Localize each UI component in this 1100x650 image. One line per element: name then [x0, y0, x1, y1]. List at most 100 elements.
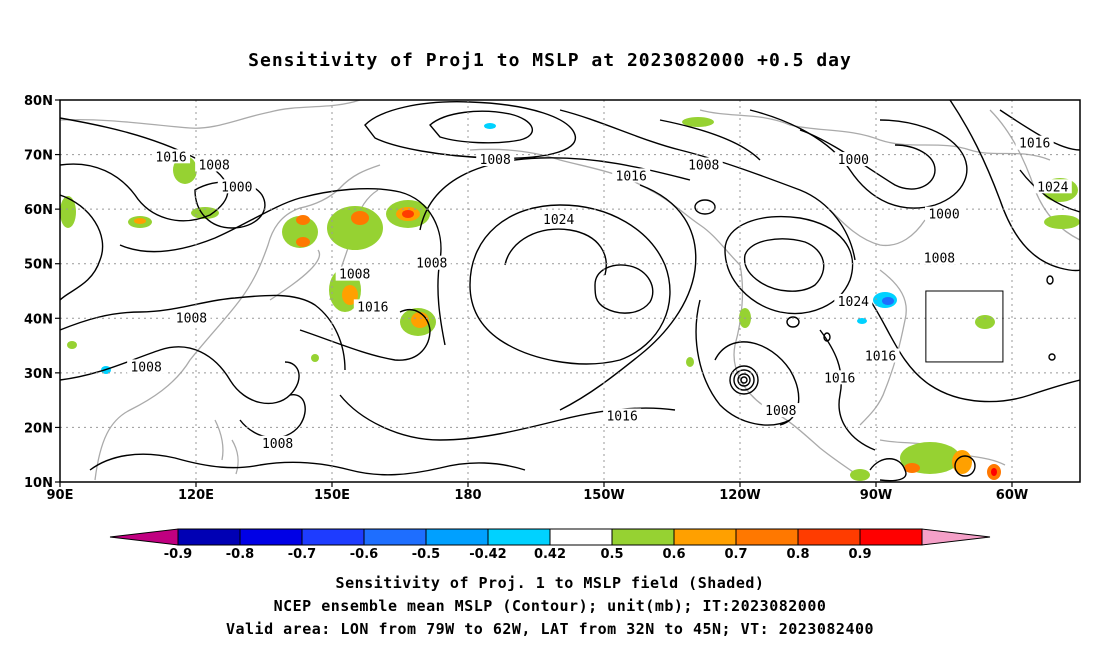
contour-line [743, 238, 825, 292]
contour-line [504, 228, 607, 276]
contour-line [729, 365, 759, 395]
contour-label: 1008 [198, 158, 229, 173]
contour-label-bg [476, 152, 515, 167]
contour-label-bg [172, 310, 211, 325]
contour-line [949, 100, 1080, 272]
contour-label-bg [612, 168, 651, 183]
lat-tick-label: 50N [24, 258, 53, 273]
mslp-contours [60, 100, 1080, 482]
shade-blob [882, 297, 894, 305]
colorbar-label: 0.7 [724, 547, 747, 562]
contour-line [299, 309, 431, 361]
contour-label: 1008 [688, 158, 719, 173]
contour-label-bg [920, 250, 959, 265]
colorbar-segment [487, 528, 551, 546]
shade-blob [327, 206, 383, 250]
coastline-philippines [214, 419, 239, 475]
contour-label: 1000 [838, 153, 869, 168]
coastlines [60, 100, 1080, 481]
contour-line [659, 119, 761, 161]
colorbar-label: 0.5 [600, 547, 623, 562]
colorbar-label: -0.6 [350, 547, 378, 562]
colorbar-segment [425, 528, 489, 546]
coastline-hudson-bay [829, 209, 926, 247]
coastline-japan [269, 249, 321, 301]
colorbar-segment [301, 528, 365, 546]
caption-valid-area: Valid area: LON from 79W to 62W, LAT fro… [225, 620, 875, 638]
lon-tick-label: 60W [996, 488, 1028, 503]
contour-line [239, 394, 306, 439]
contour-label-bg [258, 435, 297, 450]
contour-line [799, 129, 936, 190]
contour-label: 1008 [416, 257, 447, 272]
contour-line [740, 376, 748, 384]
contour-label: 1016 [155, 150, 186, 165]
contour-line [733, 369, 755, 391]
contour-label-bg [152, 149, 191, 164]
contour-label: 1008 [765, 404, 796, 419]
coastline-asia-east [94, 164, 381, 481]
contour-label-bg [412, 255, 451, 270]
contour-label: 1008 [130, 360, 161, 375]
contour-line [823, 332, 831, 342]
shade-blob [60, 196, 76, 228]
contour-line [869, 299, 1080, 403]
contour-line [1046, 275, 1054, 285]
contour-label-bg [684, 157, 723, 172]
colorbar-segment [239, 528, 303, 546]
valid-area-rect [925, 290, 1004, 363]
contour-label-bg [820, 370, 859, 385]
contour-label: 1016 [357, 300, 388, 315]
contour-label: 1008 [480, 153, 511, 168]
contour-line [429, 110, 533, 144]
colorbar-label: 0.8 [786, 547, 809, 562]
colorbar: -0.9 -0.8 -0.7 -0.6 -0.5 -0.42 0.42 0.5 0.6 0.7 0.… [109, 528, 991, 562]
shade-blob [686, 357, 694, 367]
colorbar-label: -0.42 [469, 547, 506, 562]
colorbar-segment [735, 528, 799, 546]
contour-line [469, 204, 671, 365]
page-title: Sensitivity of Proj1 to MSLP at 20230820… [248, 50, 852, 71]
contour-line [60, 346, 300, 405]
lon-tick-label: 90E [47, 488, 74, 503]
coastline-arctic-canada [699, 109, 1051, 161]
contour-label: 1024 [838, 295, 869, 310]
lat-tick-label: 70N [24, 149, 53, 164]
caption-shaded: Sensitivity of Proj. 1 to MSLP field (Sh… [335, 574, 765, 592]
contour-label-bg [861, 348, 900, 363]
shade-blob [991, 468, 997, 476]
lat-tick-label: 80N [24, 94, 53, 109]
contour-line [694, 199, 716, 215]
contour-line [594, 264, 654, 314]
colorbar-segment [363, 528, 427, 546]
colorbar-label: 0.6 [662, 547, 685, 562]
colorbar-label: 0.9 [848, 547, 871, 562]
shade-blob [850, 469, 870, 481]
contour-line [724, 215, 854, 315]
shade-blob [311, 354, 319, 362]
shade-blob [134, 218, 146, 224]
shade-blob [67, 341, 77, 349]
lat-tick-label: 60N [24, 203, 53, 218]
shade-blob [402, 210, 414, 218]
contour-line [60, 117, 229, 222]
contour-label-bg [834, 293, 873, 308]
contour-label: 1016 [824, 371, 855, 386]
lon-tick-label: 120W [719, 488, 760, 503]
lon-tick-label: 120E [178, 488, 214, 503]
contour-label: 1000 [221, 180, 252, 195]
contour-line [559, 184, 697, 411]
contour-line [89, 453, 526, 476]
contour-label-bg [925, 206, 963, 221]
contour-line [695, 299, 791, 426]
contour-label-bg [335, 266, 374, 281]
contour-label: 1024 [543, 213, 574, 228]
colorbar-label: -0.5 [412, 547, 440, 562]
shade-blob [351, 211, 369, 225]
contour-label: 1016 [606, 410, 637, 425]
lon-tick-label: 150W [583, 488, 624, 503]
contour-label-bg [761, 403, 800, 418]
lon-tick-label: 90W [860, 488, 892, 503]
contour-label-bg [1033, 179, 1072, 194]
